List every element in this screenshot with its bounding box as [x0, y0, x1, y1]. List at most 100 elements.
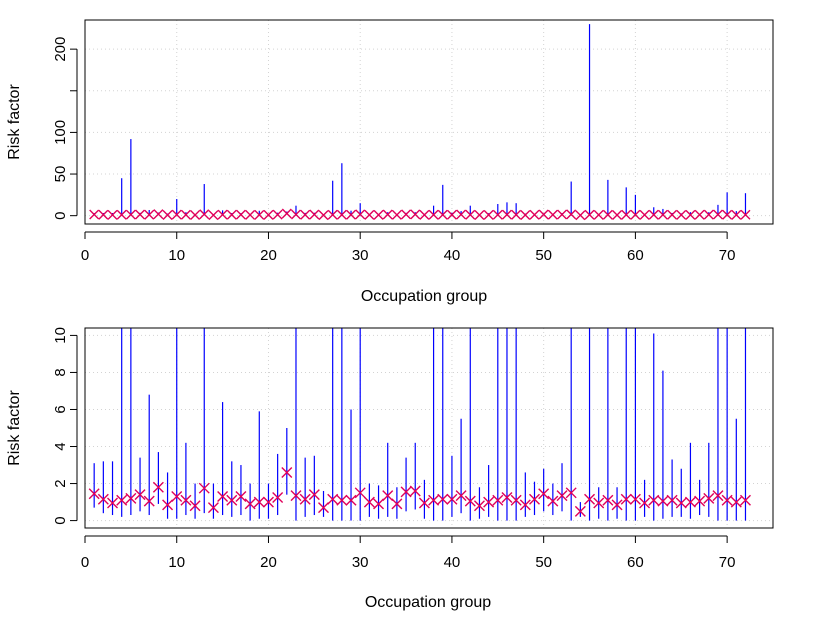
estimate-marker — [721, 494, 733, 506]
estimate-marker — [418, 497, 430, 509]
y-tick-label: 8 — [52, 368, 69, 376]
estimate-marker — [483, 496, 495, 508]
estimate-marker — [300, 209, 311, 220]
estimate-marker — [593, 497, 605, 509]
estimate-marker — [612, 209, 623, 220]
estimate-marker — [98, 209, 109, 220]
estimate-marker — [410, 209, 421, 220]
estimate-marker — [675, 497, 687, 509]
estimate-marker — [189, 500, 201, 512]
estimate-marker — [731, 209, 742, 220]
x-tick-label: 70 — [719, 247, 736, 264]
estimate-marker — [355, 209, 366, 220]
estimate-marker — [143, 495, 155, 507]
estimate-marker — [116, 494, 128, 506]
estimate-marker — [373, 498, 385, 510]
estimate-marker — [354, 487, 366, 499]
estimate-marker — [217, 491, 229, 503]
estimate-marker — [336, 494, 348, 506]
estimate-marker — [134, 489, 146, 501]
estimate-marker — [409, 485, 421, 497]
estimate-marker — [226, 209, 237, 220]
estimate-marker — [602, 494, 614, 506]
estimate-marker — [391, 498, 403, 510]
estimate-marker — [180, 494, 192, 506]
estimate-marker — [584, 209, 595, 220]
estimate-marker — [327, 209, 338, 220]
estimate-marker — [263, 209, 274, 220]
estimate-marker — [529, 209, 540, 220]
estimate-marker — [235, 491, 247, 503]
bottom-plot-frame — [84, 327, 774, 529]
x-tick-label: 40 — [444, 247, 461, 264]
estimate-marker — [437, 209, 448, 220]
estimate-marker — [703, 492, 715, 504]
estimate-marker — [364, 209, 375, 220]
estimate-marker — [547, 495, 559, 507]
x-tick-label: 30 — [352, 554, 369, 571]
estimate-marker — [648, 209, 659, 220]
estimate-marker — [694, 495, 706, 507]
estimate-marker — [318, 210, 329, 221]
estimate-marker — [244, 498, 256, 510]
estimate-marker — [446, 493, 458, 505]
estimate-marker — [676, 209, 687, 220]
x-tick-label: 0 — [81, 247, 89, 264]
estimate-marker — [97, 493, 109, 505]
x-tick-label: 10 — [168, 554, 185, 571]
estimate-marker — [107, 209, 118, 220]
estimate-marker — [712, 209, 723, 220]
estimate-marker — [144, 209, 155, 220]
estimate-marker — [684, 496, 696, 508]
estimate-marker — [556, 490, 568, 502]
estimate-marker — [739, 494, 751, 506]
estimate-marker — [363, 496, 375, 508]
estimate-marker — [401, 209, 412, 220]
estimate-marker — [501, 209, 512, 220]
y-tick-label: 50 — [52, 166, 69, 183]
x-tick-label: 50 — [535, 554, 552, 571]
estimate-marker — [373, 209, 384, 220]
panel-bottom: 0 10 20 30 40 50 60 70 0 2 4 6 8 10 Occupation group… — [6, 327, 774, 611]
estimate-marker — [492, 494, 504, 506]
top-intervals — [93, 24, 747, 216]
estimate-marker — [694, 209, 705, 220]
estimate-marker — [620, 493, 632, 505]
estimate-marker — [712, 490, 724, 502]
estimate-marker — [730, 496, 742, 508]
estimate-marker — [162, 499, 174, 511]
estimate-marker — [153, 209, 164, 220]
estimate-marker — [621, 209, 632, 220]
estimate-marker — [722, 209, 733, 220]
bottom-y-axis: 0 2 4 6 8 10 — [52, 327, 78, 525]
estimate-marker — [235, 209, 246, 220]
estimate-marker — [629, 493, 641, 505]
estimate-marker — [666, 494, 678, 506]
estimate-marker — [125, 492, 137, 504]
y-tick-label: 2 — [52, 479, 69, 487]
top-markers — [89, 208, 751, 221]
top-y-axis-title: Risk factor — [6, 84, 23, 160]
estimate-marker — [648, 494, 660, 506]
estimate-marker — [272, 491, 284, 503]
estimate-marker — [253, 496, 265, 508]
estimate-marker — [456, 209, 467, 220]
top-plot-frame — [84, 19, 774, 225]
estimate-marker — [88, 488, 100, 500]
estimate-marker — [208, 210, 219, 221]
estimate-marker — [483, 209, 494, 220]
estimate-marker — [740, 209, 751, 220]
estimate-marker — [290, 209, 301, 220]
estimate-marker — [308, 489, 320, 501]
estimate-marker — [437, 493, 449, 505]
top-y-axis: 0 50 100 200 — [52, 37, 78, 220]
estimate-marker — [262, 496, 274, 508]
estimate-marker — [162, 209, 173, 220]
estimate-marker — [428, 209, 439, 220]
estimate-marker — [465, 209, 476, 220]
x-tick-label: 20 — [260, 554, 277, 571]
estimate-marker — [593, 209, 604, 220]
estimate-marker — [685, 209, 696, 220]
estimate-marker — [125, 209, 136, 220]
estimate-marker — [667, 209, 678, 220]
